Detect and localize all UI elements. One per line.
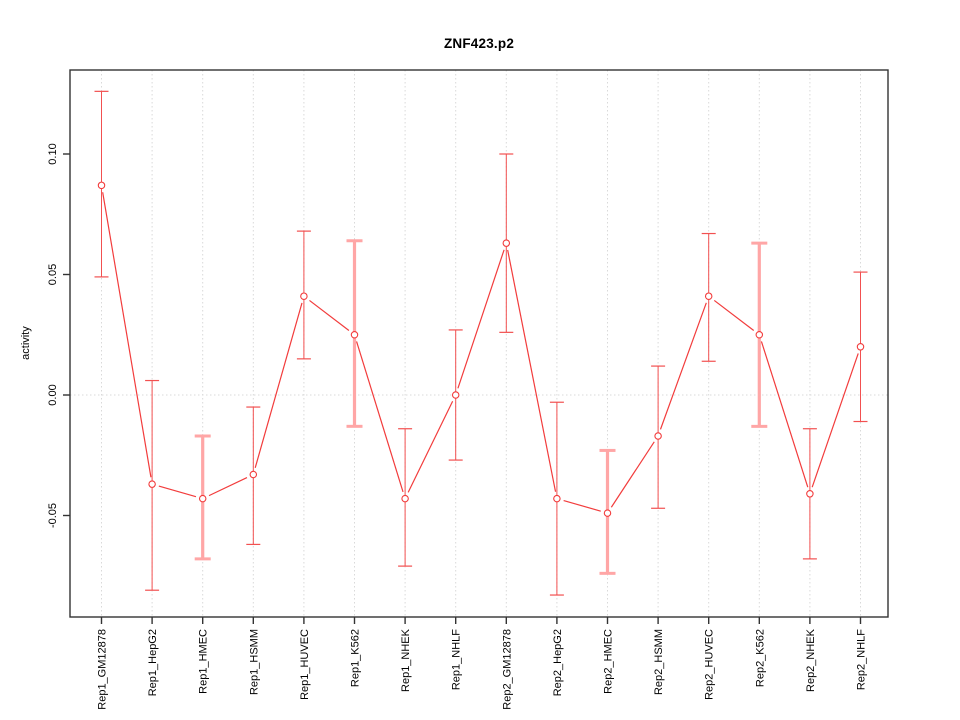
data-point	[704, 292, 713, 300]
data-point	[603, 509, 612, 517]
series-segment	[563, 499, 601, 512]
data-point	[97, 181, 106, 190]
data-point	[401, 494, 409, 503]
x-tick-label: Rep2_NHEK	[805, 628, 817, 692]
series-segment	[457, 249, 505, 389]
series-segment	[659, 302, 707, 430]
plot-box	[69, 69, 889, 618]
x-tick-label: Rep2_HepG2	[552, 629, 564, 696]
series-segment	[208, 476, 248, 497]
data-point	[249, 470, 258, 479]
series-segment	[610, 441, 655, 508]
x-tick-label: Rep1_HUVEC	[299, 629, 311, 700]
x-tick-label: Rep2_HUVEC	[704, 629, 716, 700]
series-segment	[309, 299, 350, 331]
data-point	[148, 480, 156, 488]
x-tick-label: Rep2_GM12878	[501, 629, 513, 710]
data-point	[300, 292, 308, 300]
data-point	[451, 391, 460, 399]
x-tick-label: Rep1_HSMM	[248, 629, 260, 695]
x-tick-label: Rep2_K562	[754, 629, 766, 687]
data-point	[350, 330, 359, 339]
series-segment	[158, 485, 197, 498]
series-segment	[713, 299, 755, 331]
series-segment	[102, 192, 152, 478]
y-tick-label: 0.10	[47, 143, 59, 164]
data-point	[806, 490, 814, 498]
data-point	[198, 494, 207, 503]
x-tick-label: Rep2_HMEC	[603, 629, 615, 694]
x-tick-label: Rep1_GM12878	[97, 629, 109, 710]
x-tick-label: Rep1_HepG2	[147, 629, 159, 696]
data-point	[856, 343, 865, 351]
x-tick-label: Rep1_K562	[350, 629, 362, 687]
series-segment	[811, 353, 859, 488]
y-tick-label: -0.05	[47, 503, 59, 528]
x-tick-label: Rep1_NHEK	[400, 628, 412, 692]
data-point	[553, 494, 561, 503]
series-segment	[507, 249, 557, 492]
x-tick-label: Rep2_HSMM	[653, 629, 665, 695]
series-segment	[254, 302, 303, 468]
series-segment	[355, 341, 404, 493]
data-point	[755, 330, 764, 339]
x-tick-label: Rep1_NHLF	[451, 629, 463, 690]
x-tick-label: Rep2_NHLF	[856, 629, 868, 690]
series-segment	[760, 341, 809, 488]
y-tick-label: 0.00	[47, 384, 59, 405]
y-tick-label: 0.05	[47, 264, 59, 285]
data-point	[654, 432, 662, 440]
chart-title: ZNF423.p2	[443, 36, 515, 51]
data-point	[502, 239, 511, 247]
x-tick-label: Rep1_HMEC	[198, 629, 210, 694]
series-segment	[407, 401, 454, 493]
